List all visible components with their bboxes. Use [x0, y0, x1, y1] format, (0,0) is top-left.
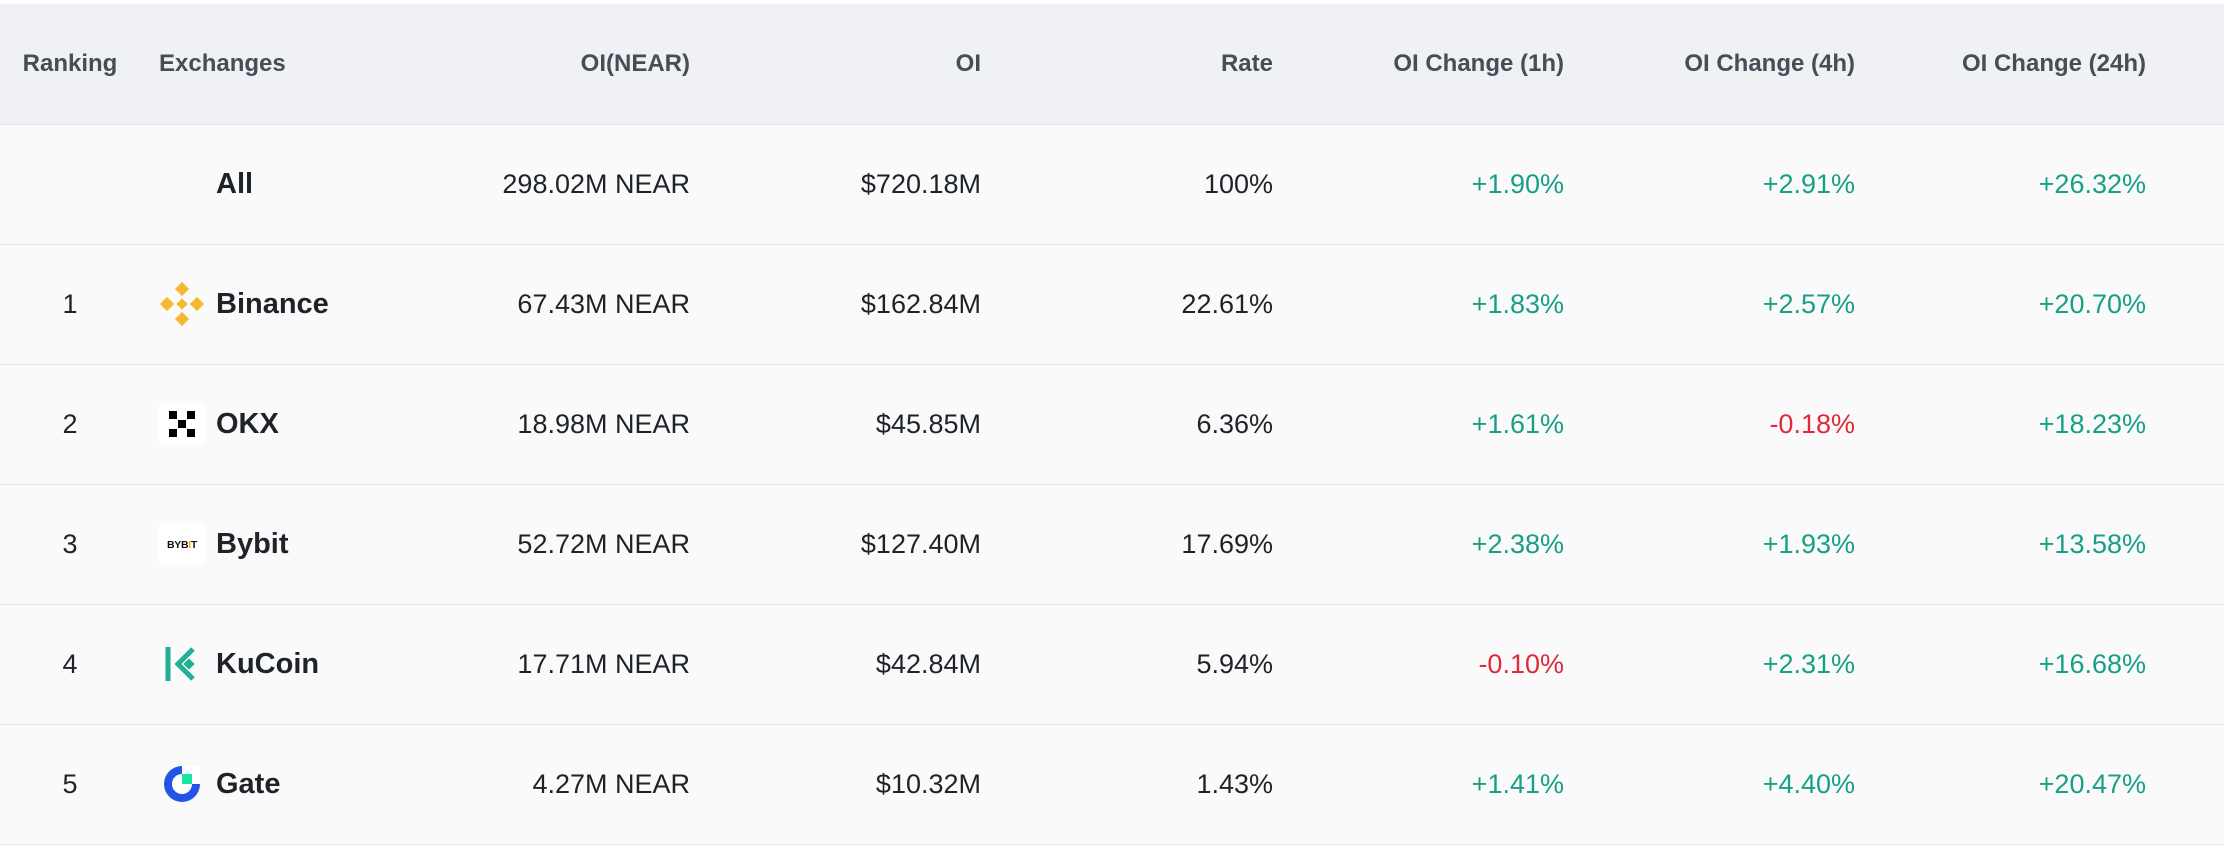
header-spacer — [2146, 4, 2224, 124]
svg-text:BYBIT: BYBIT — [167, 539, 198, 551]
exchange-name: Binance — [216, 287, 329, 320]
cell-exchange: KuCoin — [140, 604, 410, 724]
cell-rate: 5.94% — [1196, 648, 1273, 679]
header-row: Ranking Exchanges OI(NEAR) OI Rate OI Ch… — [0, 4, 2224, 124]
exchange-name: Gate — [216, 767, 281, 800]
exchange-name: OKX — [216, 407, 279, 440]
okx-logo-icon — [159, 401, 205, 447]
cell-change-4h: +2.91% — [1762, 168, 1855, 199]
cell-rate: 6.36% — [1196, 408, 1273, 439]
table-body: All 298.02M NEAR $720.18M 100% +1.90% +2… — [0, 124, 2224, 844]
header-oi-change-24h[interactable]: OI Change (24h) — [1961, 49, 2146, 77]
cell-rate: 17.69% — [1181, 528, 1273, 559]
cell-oi: $42.84M — [875, 648, 981, 679]
cell-change-24h: +20.70% — [2038, 288, 2146, 319]
cell-rate: 22.61% — [1181, 288, 1273, 319]
exchange-name: All — [216, 167, 254, 200]
cell-oi-near: 298.02M NEAR — [502, 168, 690, 199]
cell-change-1h: +1.41% — [1471, 768, 1564, 799]
header-oi[interactable]: OI — [955, 49, 981, 77]
cell-change-4h: +2.57% — [1762, 288, 1855, 319]
cell-change-1h: +1.90% — [1471, 168, 1564, 199]
header-exchanges[interactable]: Exchanges — [159, 49, 286, 77]
exchange-name: Bybit — [216, 527, 289, 560]
cell-ranking: 3 — [62, 528, 78, 559]
header-rate[interactable]: Rate — [1220, 49, 1273, 77]
cell-change-1h: +1.61% — [1471, 408, 1564, 439]
cell-oi: $720.18M — [860, 168, 981, 199]
binance-logo-icon — [159, 281, 205, 327]
header-oi-near[interactable]: OI(NEAR) — [580, 49, 690, 77]
cell-change-4h: +1.93% — [1762, 528, 1855, 559]
cell-oi-near: 52.72M NEAR — [517, 528, 690, 559]
cell-exchange: Binance — [140, 244, 410, 364]
table-row-all[interactable]: All 298.02M NEAR $720.18M 100% +1.90% +2… — [0, 124, 2224, 244]
cell-ranking: 1 — [62, 288, 78, 319]
header-oi-change-1h[interactable]: OI Change (1h) — [1393, 49, 1564, 77]
cell-rate: 1.43% — [1196, 768, 1273, 799]
table-row[interactable]: 3 BYBIT Bybit 52.72M NEAR $127.40M 17.69… — [0, 484, 2224, 604]
cell-ranking: 5 — [62, 768, 78, 799]
cell-oi: $162.84M — [860, 288, 981, 319]
gate-logo-icon — [159, 761, 205, 807]
cell-change-24h: +26.32% — [2038, 168, 2146, 199]
cell-ranking: 4 — [62, 648, 78, 679]
cell-change-1h: +2.38% — [1471, 528, 1564, 559]
table-row[interactable]: 2 — [0, 364, 2224, 484]
exchange-name: KuCoin — [216, 647, 320, 680]
cell-ranking: 2 — [62, 408, 78, 439]
cell-change-24h: +13.58% — [2038, 528, 2146, 559]
cell-rate: 100% — [1203, 168, 1273, 199]
cell-oi-near: 4.27M NEAR — [532, 768, 690, 799]
table-row[interactable]: 4 KuCoin — [0, 604, 2224, 724]
table-row[interactable]: 1 — [0, 244, 2224, 364]
cell-exchange: All — [140, 124, 410, 244]
cell-change-24h: +20.47% — [2038, 768, 2146, 799]
cell-oi-near: 67.43M NEAR — [517, 288, 690, 319]
cell-change-4h: -0.18% — [1769, 408, 1855, 439]
bybit-logo-icon: BYBIT — [159, 521, 205, 567]
cell-exchange: BYBIT Bybit — [140, 484, 410, 604]
cell-oi: $45.85M — [875, 408, 981, 439]
header-oi-change-4h[interactable]: OI Change (4h) — [1684, 49, 1855, 77]
kucoin-logo-icon — [159, 641, 205, 687]
cell-change-4h: +4.40% — [1762, 768, 1855, 799]
cell-change-4h: +2.31% — [1762, 648, 1855, 679]
cell-oi-near: 17.71M NEAR — [517, 648, 690, 679]
cell-oi: $10.32M — [875, 768, 981, 799]
cell-change-24h: +16.68% — [2038, 648, 2146, 679]
cell-oi: $127.40M — [860, 528, 981, 559]
cell-change-1h: +1.83% — [1471, 288, 1564, 319]
table-header: Ranking Exchanges OI(NEAR) OI Rate OI Ch… — [0, 4, 2224, 124]
cell-exchange: Gate — [140, 724, 410, 844]
cell-oi-near: 18.98M NEAR — [517, 408, 690, 439]
open-interest-table: Ranking Exchanges OI(NEAR) OI Rate OI Ch… — [0, 4, 2224, 845]
table-row[interactable]: 5 Gate 4.27M NEA — [0, 724, 2224, 844]
cell-change-1h: -0.10% — [1478, 648, 1564, 679]
cell-change-24h: +18.23% — [2038, 408, 2146, 439]
cell-exchange: OKX — [140, 364, 410, 484]
cell-ranking — [0, 124, 140, 244]
header-ranking[interactable]: Ranking — [22, 49, 118, 77]
